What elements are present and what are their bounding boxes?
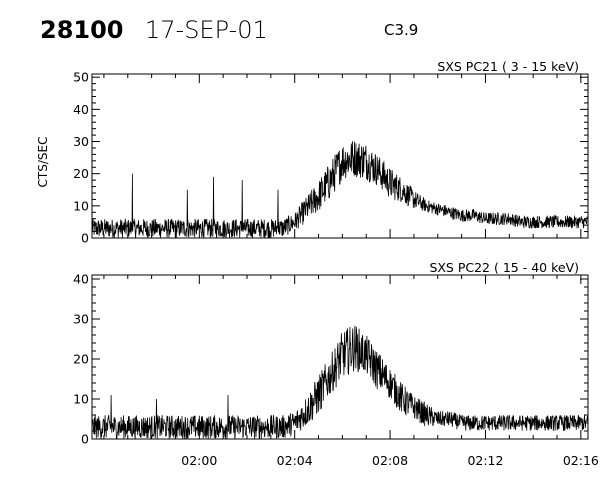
y-tick-label: 10 <box>73 198 89 213</box>
y-tick-label: 30 <box>73 312 89 327</box>
panel-pc22: SXS PC22 ( 15 - 40 keV) 0 10 20 30 40 02:00 02… <box>73 260 599 468</box>
y-tick-label: 40 <box>73 102 89 117</box>
y-tick-label: 50 <box>73 70 89 85</box>
panel-title-pc21: SXS PC21 ( 3 - 15 keV) <box>437 59 579 74</box>
y-tick-label: 40 <box>73 272 89 287</box>
x-tick-label: 02:16 <box>563 453 599 468</box>
flare-class: C3.9 <box>384 21 419 39</box>
series-line <box>91 325 589 440</box>
y-axis-label: CTS/SEC <box>36 137 50 188</box>
panel-title-pc22: SXS PC22 ( 15 - 40 keV) <box>429 260 579 275</box>
y-tick-label: 30 <box>73 134 89 149</box>
x-tick-label: 02:08 <box>372 453 408 468</box>
series-line <box>91 141 588 238</box>
x-tick-label: 02:00 <box>181 453 217 468</box>
y-tick-label: 0 <box>81 432 89 447</box>
y-tick-label: 0 <box>81 231 89 246</box>
plot-frame <box>91 73 589 239</box>
panel-pc21: SXS PC21 ( 3 - 15 keV) CTS/SEC 0 10 20 30 40… <box>36 59 589 246</box>
observation-date: 17-SEP-01 <box>145 16 268 44</box>
x-tick-label: 02:12 <box>467 453 503 468</box>
plot-frame <box>91 274 589 440</box>
event-number: 28100 <box>40 16 124 44</box>
y-tick-label: 20 <box>73 352 89 367</box>
x-tick-label: 02:04 <box>277 453 313 468</box>
y-tick-label: 20 <box>73 166 89 181</box>
y-tick-label: 10 <box>73 392 89 407</box>
